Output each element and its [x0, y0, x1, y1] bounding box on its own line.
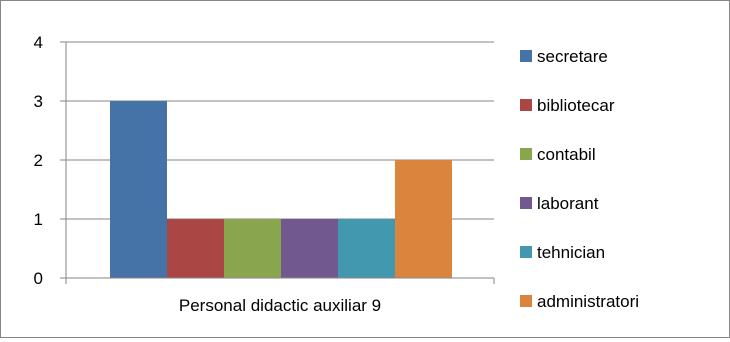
bar-administratori	[395, 160, 452, 278]
legend-label-secretare: secretare	[537, 47, 608, 66]
y-tick-label: 0	[34, 269, 43, 288]
bar-tehnician	[338, 219, 395, 278]
legend-label-laborant: laborant	[537, 194, 599, 213]
bar-laborant	[281, 219, 338, 278]
legend-label-contabil: contabil	[537, 145, 596, 164]
legend-label-tehnician: tehnician	[537, 243, 605, 262]
legend-label-administratori: administratori	[537, 292, 639, 311]
y-tick-label: 4	[34, 33, 43, 52]
y-tick-label: 2	[34, 151, 43, 170]
x-category-label: Personal didactic auxiliar 9	[179, 296, 381, 315]
legend-swatch-laborant	[520, 197, 532, 209]
legend-label-bibliotecar: bibliotecar	[537, 96, 615, 115]
bar-bibliotecar	[167, 219, 224, 278]
legend-swatch-tehnician	[520, 246, 532, 258]
bar-chart: 0 1 2 3 4 Personal didactic auxiliar 9 secre…	[34, 33, 640, 315]
legend-swatch-administratori	[520, 295, 532, 307]
legend-swatch-secretare	[520, 50, 532, 62]
legend-swatch-bibliotecar	[520, 99, 532, 111]
y-tick-label: 3	[34, 92, 43, 111]
bar-contabil	[224, 219, 281, 278]
y-tick-label: 1	[34, 210, 43, 229]
legend-swatch-contabil	[520, 148, 532, 160]
bar-secretare	[110, 101, 167, 278]
